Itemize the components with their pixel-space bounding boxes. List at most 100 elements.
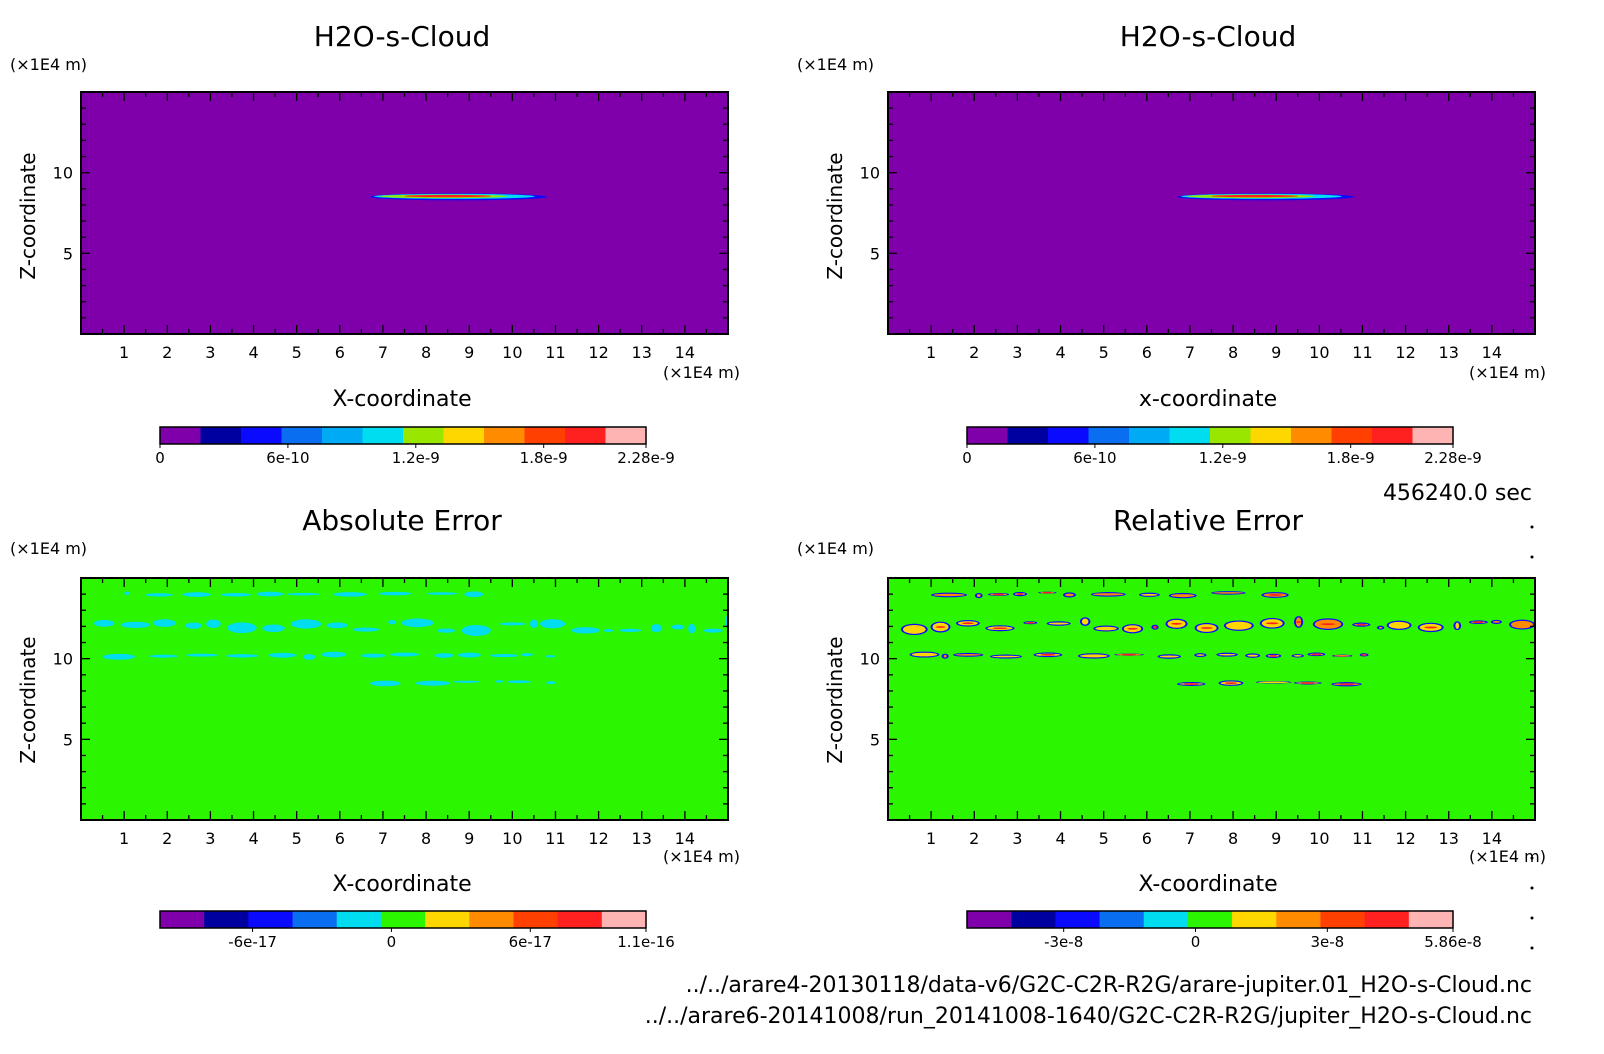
x-tick-label: 1 (926, 343, 936, 362)
error-contour-inner (1378, 626, 1383, 629)
error-contour (369, 680, 401, 687)
error-contour-core (1224, 682, 1238, 685)
z-axis-label: Z-coordinate (16, 636, 40, 763)
error-contour (360, 653, 387, 658)
colorbar-swatch (1048, 427, 1090, 444)
z-unit-label: (×1E4 m) (797, 539, 874, 558)
x-tick-label: 13 (632, 829, 652, 848)
error-contour (326, 622, 348, 629)
colorbar-swatch (1232, 911, 1277, 928)
x-tick-label: 8 (421, 829, 431, 848)
error-contour-core (1320, 623, 1336, 626)
error-contour-core (1424, 626, 1438, 629)
x-axis-label: X-coordinate (332, 872, 471, 897)
x-tick-label: 1 (119, 343, 129, 362)
error-contour (671, 624, 685, 630)
error-contour (546, 681, 556, 685)
colorbar-swatch (322, 427, 364, 444)
x-tick-label: 8 (421, 343, 431, 362)
error-contour (603, 629, 613, 633)
error-contour (262, 624, 285, 633)
z-unit-label: (×1E4 m) (10, 539, 87, 558)
error-contour-inner (1140, 593, 1158, 596)
error-contour (333, 592, 367, 597)
x-tick-label: 14 (1482, 343, 1502, 362)
colorbar-swatch (1364, 911, 1410, 928)
colorbar-swatch (425, 911, 470, 928)
cloud-core-contour (404, 194, 492, 198)
source-file-1: ../../arare4-20130118/data-v6/G2C-C2R-R2… (686, 973, 1532, 998)
panel-title: Relative Error (1113, 504, 1304, 537)
error-contour (120, 621, 151, 628)
x-axis-label: X-coordinate (1138, 872, 1277, 897)
error-contour (182, 592, 212, 597)
colorbar-swatch (160, 911, 205, 928)
x-tick-label: 14 (675, 343, 695, 362)
error-contour-inner (976, 594, 981, 597)
field-background (81, 578, 728, 820)
colorbar-swatch (1320, 911, 1366, 928)
error-contour (545, 655, 556, 658)
error-contour (256, 591, 284, 597)
colorbar-swatch (1007, 427, 1049, 444)
margin-dot (1530, 856, 1534, 860)
colorbar-swatch (281, 427, 323, 444)
x-tick-label: 11 (545, 343, 565, 362)
x-tick-label: 11 (1352, 829, 1372, 848)
error-contour (489, 653, 519, 658)
error-contour (461, 624, 491, 636)
error-contour (290, 619, 322, 629)
x-tick-label: 5 (1099, 343, 1109, 362)
error-contour-inner (1079, 654, 1108, 658)
colorbar-swatch (443, 427, 485, 444)
error-contour-inner (955, 654, 982, 656)
colorbar-swatch (484, 427, 526, 444)
colorbar-swatch (248, 911, 294, 928)
colorbar-label: 0 (155, 449, 165, 467)
error-contour (499, 622, 526, 626)
x-tick-label: 5 (1099, 829, 1109, 848)
margin-dot (1530, 525, 1534, 529)
error-contour-inner (991, 655, 1021, 658)
colorbar-swatch (1187, 911, 1233, 928)
colorbar-swatch (200, 427, 242, 444)
error-contour (321, 651, 347, 658)
colorbar-swatch (1055, 911, 1101, 928)
x-tick-label: 14 (1482, 829, 1502, 848)
x-tick-label: 14 (675, 829, 695, 848)
z-unit-label: (×1E4 m) (797, 55, 874, 74)
x-tick-label: 9 (1271, 343, 1281, 362)
colorbar: -6e-17 0 6e-17 1.1e-16 (159, 910, 675, 951)
colorbar-swatch (1129, 427, 1171, 444)
time-label: 456240.0 sec (1383, 481, 1532, 506)
x-tick-label: 13 (1439, 343, 1459, 362)
source-file-2: ../../arare6-20141008/run_20141008-1640/… (645, 1004, 1532, 1029)
colorbar-swatch (601, 911, 647, 928)
error-contour-inner (1048, 622, 1069, 625)
colorbar: -3e-8 0 3e-8 5.86e-8 (966, 910, 1482, 951)
colorbar-swatch (1250, 427, 1292, 444)
x-tick-label: 10 (502, 829, 522, 848)
x-tick-label: 11 (545, 829, 565, 848)
colorbar-label: 1.1e-16 (617, 933, 675, 951)
x-tick-label: 6 (1142, 829, 1152, 848)
colorbar-swatch (605, 427, 647, 444)
x-tick-label: 1 (926, 829, 936, 848)
colorbar-label: 1.2e-9 (1199, 449, 1247, 467)
colorbar-frame (159, 910, 647, 929)
x-tick-label: 3 (205, 343, 215, 362)
x-tick-label: 12 (1395, 343, 1415, 362)
field-background (81, 92, 728, 334)
error-contour-core (1127, 627, 1138, 630)
colorbar-swatch (403, 427, 445, 444)
error-contour (688, 623, 696, 634)
x-tick-label: 7 (378, 343, 388, 362)
error-contour-core (1269, 654, 1278, 657)
colorbar-swatch (524, 427, 566, 444)
colorbar: 0 6e-10 1.2e-9 1.8e-9 2.28e-9 (962, 426, 1482, 467)
